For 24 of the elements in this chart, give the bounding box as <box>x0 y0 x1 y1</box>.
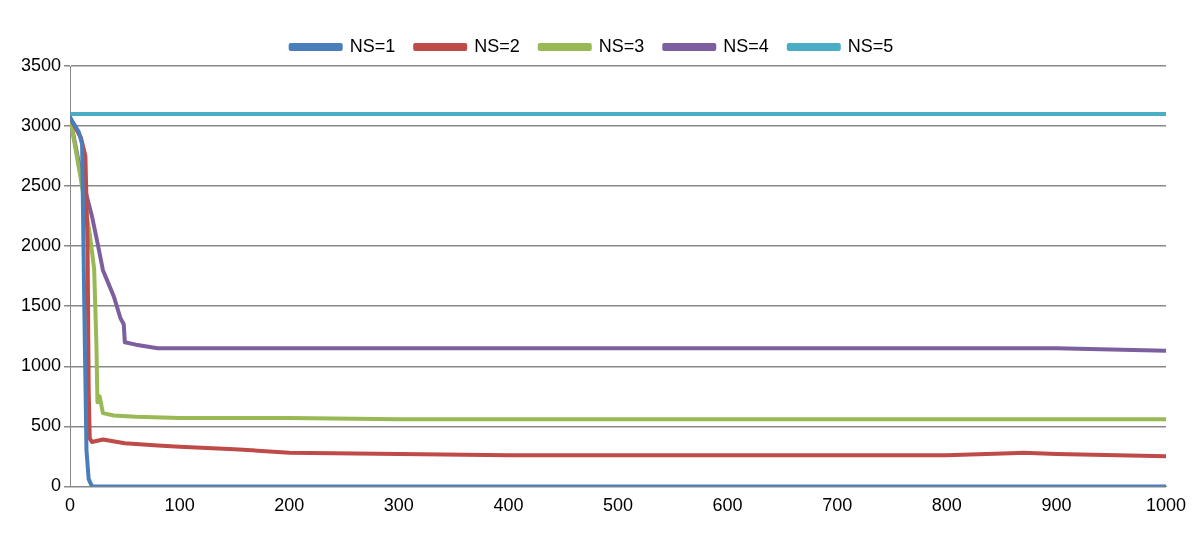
x-tick-label: 700 <box>822 495 853 516</box>
y-tick-label: 1000 <box>21 355 62 376</box>
y-tick-label: 3000 <box>21 115 62 136</box>
y-tick-label: 500 <box>31 415 62 436</box>
x-tick-label: 800 <box>931 495 962 516</box>
x-tick-label: 500 <box>603 495 634 516</box>
x-tick-label: 1000 <box>1145 495 1187 516</box>
y-tick-label: 1500 <box>21 295 62 316</box>
legend-label: NS=3 <box>598 35 645 56</box>
y-tick-label: 2000 <box>21 235 62 256</box>
y-tick-label: 0 <box>51 475 62 496</box>
y-tick-label: 3500 <box>21 54 62 75</box>
x-tick-label: 300 <box>383 495 414 516</box>
x-tick-label: 200 <box>274 495 305 516</box>
x-tick-label: 600 <box>712 495 743 516</box>
y-tick-label: 2500 <box>21 175 62 196</box>
x-tick-label: 400 <box>493 495 524 516</box>
legend-label: NS=1 <box>349 35 396 56</box>
legend-label: NS=4 <box>723 35 769 56</box>
x-tick-label: 100 <box>164 495 195 516</box>
x-tick-label: 900 <box>1041 495 1072 516</box>
x-tick-label: 0 <box>65 495 76 516</box>
legend-label: NS=2 <box>474 35 520 56</box>
legend-label: NS=5 <box>847 35 894 56</box>
